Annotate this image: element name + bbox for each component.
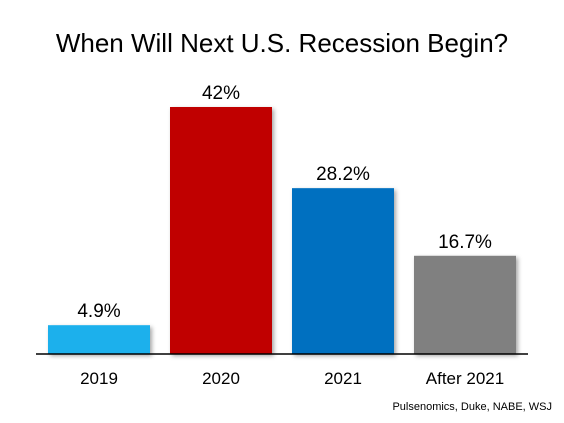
x-tick-labels-group: 2019 2020 2021 After 2021 [80,369,504,388]
value-label-after-2021: 16.7% [438,232,492,253]
chart-title: When Will Next U.S. Recession Begin? [56,28,508,58]
value-label-2021: 28.2% [316,164,370,185]
x-tick-label-2021: 2021 [324,369,362,388]
bar-after-2021 [414,255,516,354]
value-labels-group: 4.9% 42% 28.2% 16.7% [77,83,492,322]
value-label-2019: 4.9% [77,301,120,322]
bars-group [48,107,516,354]
x-tick-label-2020: 2020 [202,369,240,388]
bar-2019 [48,325,150,354]
x-tick-label-2019: 2019 [80,369,118,388]
source-note: Pulsenomics, Duke, NABE, WSJ [392,401,552,413]
bar-2020 [170,107,272,354]
x-tick-label-after-2021: After 2021 [426,369,504,388]
value-label-2020: 42% [202,83,240,104]
bar-2021 [292,188,394,354]
